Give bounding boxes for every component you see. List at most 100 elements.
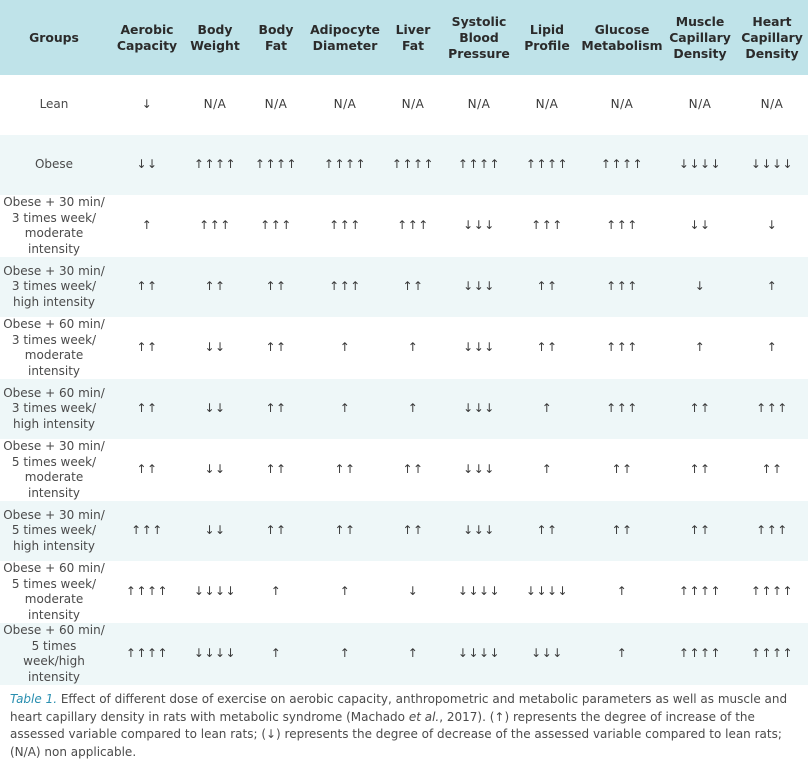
effect-cell: ↑↑ bbox=[736, 439, 808, 501]
group-label: Obese + 60 min/3 times week/moderate int… bbox=[0, 317, 108, 379]
effect-cell: ↑↑ bbox=[108, 379, 186, 439]
group-label: Obese + 60 min/5 times week/moderate int… bbox=[0, 561, 108, 623]
effect-cell: ↑↑↑ bbox=[580, 317, 664, 379]
header-groups: Groups bbox=[0, 0, 108, 75]
caption-label: Table 1. bbox=[10, 692, 58, 706]
effect-cell: ↑↑ bbox=[108, 439, 186, 501]
effect-cell: ↑↑ bbox=[664, 379, 736, 439]
effect-cell: ↑↑ bbox=[664, 501, 736, 561]
effect-cell: N/A bbox=[244, 75, 308, 135]
group-label: Obese + 30 min/3 times week/moderate int… bbox=[0, 195, 108, 257]
effect-cell: ↑↑ bbox=[108, 257, 186, 317]
effect-cell: ↑ bbox=[382, 317, 444, 379]
column-header: Adipocyte Diameter bbox=[308, 0, 382, 75]
effect-cell: ↑↑ bbox=[108, 317, 186, 379]
table-row: Obese + 60 min/3 times week/moderate int… bbox=[0, 317, 808, 379]
effect-cell: ↑↑ bbox=[382, 439, 444, 501]
column-header: Glucose Metabolism bbox=[580, 0, 664, 75]
effect-cell: ↓↓↓ bbox=[444, 379, 514, 439]
table-row: Obese ↓↓ ↑↑↑↑ ↑↑↑↑ ↑↑↑↑ ↑↑↑↑ ↑↑↑↑ ↑↑↑↑ ↑↑↑↑ ↓↓↓↓ ↓… bbox=[0, 135, 808, 195]
effect-cell: ↑↑↑↑ bbox=[382, 135, 444, 195]
effect-cell: ↑↑↑↑ bbox=[664, 623, 736, 685]
effect-cell: ↑↑ bbox=[244, 439, 308, 501]
effect-cell: ↑↑↑↑ bbox=[308, 135, 382, 195]
column-header: Aerobic Capacity bbox=[108, 0, 186, 75]
effect-cell: N/A bbox=[580, 75, 664, 135]
effect-cell: ↓↓↓↓ bbox=[736, 135, 808, 195]
effect-cell: ↑↑↑ bbox=[736, 379, 808, 439]
effect-cell: ↑↑↑↑ bbox=[108, 623, 186, 685]
table-row: Obese + 60 min/3 times week/high intensi… bbox=[0, 379, 808, 439]
results-table: Groups Aerobic Capacity Body Weight Body Fat Ad… bbox=[0, 0, 808, 685]
effect-cell: N/A bbox=[186, 75, 244, 135]
effect-cell: ↑↑ bbox=[308, 439, 382, 501]
table-row: Obese + 30 min/3 times week/high intensi… bbox=[0, 257, 808, 317]
caption-text-part2: , 2017). (↑) represents the degree of in… bbox=[10, 709, 782, 759]
effect-cell: ↑↑↑↑ bbox=[664, 561, 736, 623]
effect-cell: ↑ bbox=[244, 623, 308, 685]
effect-cell: ↑↑ bbox=[664, 439, 736, 501]
column-header: Body Fat bbox=[244, 0, 308, 75]
group-label: Obese + 30 min/3 times week/high intensi… bbox=[0, 257, 108, 317]
effect-cell: ↑↑ bbox=[382, 257, 444, 317]
group-label: Obese + 60 min/5 times week/high intensit… bbox=[0, 623, 108, 685]
effect-cell: ↑↑ bbox=[514, 317, 580, 379]
effect-cell: ↓↓ bbox=[186, 379, 244, 439]
column-header: Liver Fat bbox=[382, 0, 444, 75]
effect-cell: ↓ bbox=[664, 257, 736, 317]
group-label: Obese bbox=[0, 135, 108, 195]
effect-cell: ↑ bbox=[664, 317, 736, 379]
header-row: Groups Aerobic Capacity Body Weight Body Fat Ad… bbox=[0, 0, 808, 75]
effect-cell: ↓↓ bbox=[664, 195, 736, 257]
effect-cell: ↓↓↓ bbox=[444, 501, 514, 561]
effect-cell: ↑ bbox=[736, 317, 808, 379]
effect-cell: ↑↑↑ bbox=[736, 501, 808, 561]
effect-cell: ↓↓ bbox=[186, 501, 244, 561]
table-row: Obese + 60 min/5 times week/high intensit… bbox=[0, 623, 808, 685]
effect-cell: ↑↑↑ bbox=[580, 379, 664, 439]
effect-cell: ↑ bbox=[308, 379, 382, 439]
effect-cell: ↓↓↓ bbox=[444, 317, 514, 379]
effect-cell: ↑↑↑ bbox=[580, 257, 664, 317]
column-header: Lipid Profile bbox=[514, 0, 580, 75]
effect-cell: ↑↑↑↑ bbox=[736, 561, 808, 623]
effect-cell: ↓↓ bbox=[186, 317, 244, 379]
effect-cell: ↓↓↓ bbox=[514, 623, 580, 685]
effect-cell: ↑↑ bbox=[244, 501, 308, 561]
column-header: Heart Capillary Density bbox=[736, 0, 808, 75]
effect-cell: ↑ bbox=[580, 623, 664, 685]
effect-cell: ↓↓↓↓ bbox=[186, 623, 244, 685]
effect-cell: ↑↑↑ bbox=[382, 195, 444, 257]
effect-cell: ↑ bbox=[308, 561, 382, 623]
effect-cell: ↓↓ bbox=[108, 135, 186, 195]
effect-cell: ↑ bbox=[244, 561, 308, 623]
effect-cell: ↑↑↑ bbox=[308, 257, 382, 317]
group-label: Obese + 30 min/5 times week/moderate int… bbox=[0, 439, 108, 501]
group-label: Obese + 30 min/5 times week/high intensi… bbox=[0, 501, 108, 561]
table-row: Obese + 30 min/5 times week/high intensi… bbox=[0, 501, 808, 561]
effect-cell: ↑↑↑↑ bbox=[108, 561, 186, 623]
effect-cell: ↑↑ bbox=[382, 501, 444, 561]
effect-cell: ↑↑↑ bbox=[186, 195, 244, 257]
effect-cell: ↑↑↑↑ bbox=[444, 135, 514, 195]
effect-cell: ↑ bbox=[382, 623, 444, 685]
effect-cell: ↑↑ bbox=[514, 257, 580, 317]
effect-cell: ↑↑↑ bbox=[244, 195, 308, 257]
effect-cell: ↑↑↑↑ bbox=[186, 135, 244, 195]
effect-cell: ↑↑ bbox=[186, 257, 244, 317]
effect-cell: N/A bbox=[382, 75, 444, 135]
effect-cell: ↓ bbox=[108, 75, 186, 135]
effect-cell: ↑ bbox=[514, 379, 580, 439]
effect-cell: ↑ bbox=[736, 257, 808, 317]
effect-cell: ↑ bbox=[382, 379, 444, 439]
effect-cell: ↑↑ bbox=[244, 257, 308, 317]
effect-cell: ↑↑↑ bbox=[514, 195, 580, 257]
effect-cell: ↑↑ bbox=[580, 501, 664, 561]
effect-cell: ↑↑ bbox=[580, 439, 664, 501]
effect-cell: N/A bbox=[308, 75, 382, 135]
effect-cell: ↑↑ bbox=[244, 379, 308, 439]
table-row: Lean ↓ N/A N/A N/A N/A N/A N/A N/A N/A N/A bbox=[0, 75, 808, 135]
effect-cell: ↑↑ bbox=[308, 501, 382, 561]
table-caption: Table 1. Effect of different dose of exe… bbox=[10, 691, 800, 761]
effect-cell: ↓↓↓↓ bbox=[444, 623, 514, 685]
